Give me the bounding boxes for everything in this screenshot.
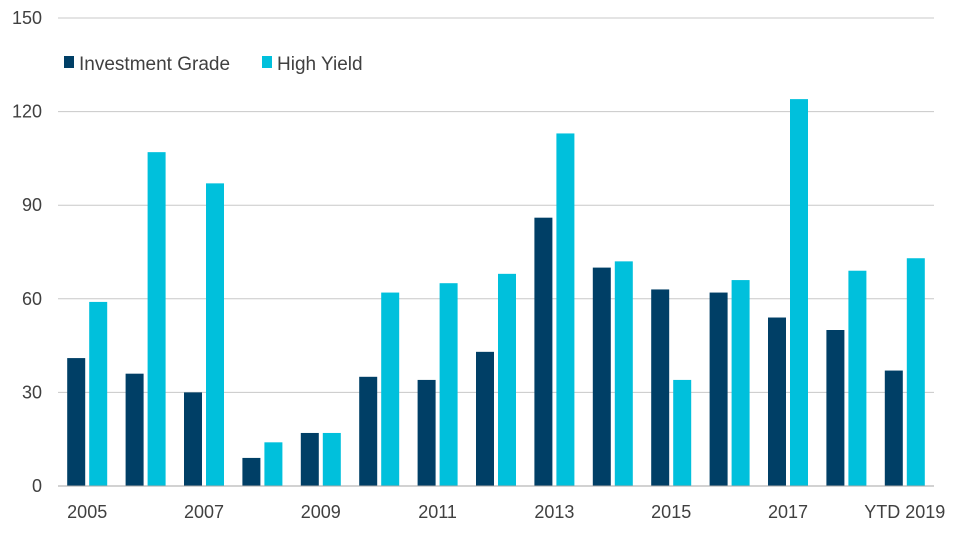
x-tick-label: YTD 2019 [864,502,945,522]
legend-item-investment-grade: Investment Grade [64,54,230,75]
bar-high-yield-2015 [673,379,692,486]
y-axis-ticks: 0 30 60 90 120 150 [12,8,42,496]
bar-high-yield-2012 [498,273,516,486]
bar-investment-grade-2005 [67,358,86,486]
x-axis-ticks: 2005 2007 2009 2011 2013 2015 2017 YTD 2019 [67,502,945,522]
bar-investment-grade-2017 [768,317,786,486]
bar-high-yield-2007 [206,183,224,487]
bar-high-yield-2017 [790,99,808,487]
x-tick-label: 2013 [534,502,574,522]
bar-high-yield-2011 [439,283,458,486]
bar-investment-grade-2016 [709,292,728,486]
x-tick-label: 2007 [184,502,224,522]
bars [67,99,925,487]
bar-investment-grade-2018 [826,330,845,486]
bar-investment-grade-2013 [534,217,553,486]
x-tick-label: 2011 [418,502,457,522]
bar-high-yield-2016 [731,280,750,486]
legend-label-investment-grade: Investment Grade [79,54,230,75]
bar-investment-grade-2010 [359,376,378,486]
x-tick-label: 2015 [651,502,691,522]
bar-investment-grade-2009 [300,432,319,486]
y-tick-label: 0 [32,476,42,496]
bar-high-yield-ytd-2019 [906,258,925,486]
bar-investment-grade-2012 [476,351,494,486]
bar-investment-grade-2008 [242,457,261,486]
bar-high-yield-2009 [322,432,341,486]
x-tick-label: 2005 [67,502,107,522]
bar-high-yield-2013 [556,133,575,486]
y-tick-label: 30 [22,382,42,402]
bar-high-yield-2010 [381,292,400,486]
gridlines [58,17,934,393]
bar-high-yield-2014 [614,261,633,486]
legend-swatch-high-yield [262,56,272,68]
bar-investment-grade-2015 [651,289,670,486]
bar-high-yield-2008 [264,442,283,486]
x-tick-label: 2017 [768,502,808,522]
y-tick-label: 150 [12,8,42,28]
legend-item-high-yield: High Yield [262,54,363,75]
x-tick-label: 2009 [301,502,341,522]
bar-investment-grade-2011 [417,379,436,486]
bar-investment-grade-2014 [592,267,611,486]
legend: Investment Grade High Yield [64,54,363,75]
bar-investment-grade-2007 [184,392,202,486]
bar-investment-grade-2006 [125,373,144,486]
legend-label-high-yield: High Yield [277,54,363,75]
bar-high-yield-2005 [89,301,108,486]
bar-high-yield-2018 [848,270,867,486]
bar-high-yield-2006 [147,152,166,486]
y-tick-label: 90 [22,195,42,215]
y-tick-label: 120 [12,102,42,122]
legend-swatch-investment-grade [64,56,74,68]
bar-investment-grade-ytd-2019 [884,370,903,486]
y-tick-label: 60 [22,289,42,309]
